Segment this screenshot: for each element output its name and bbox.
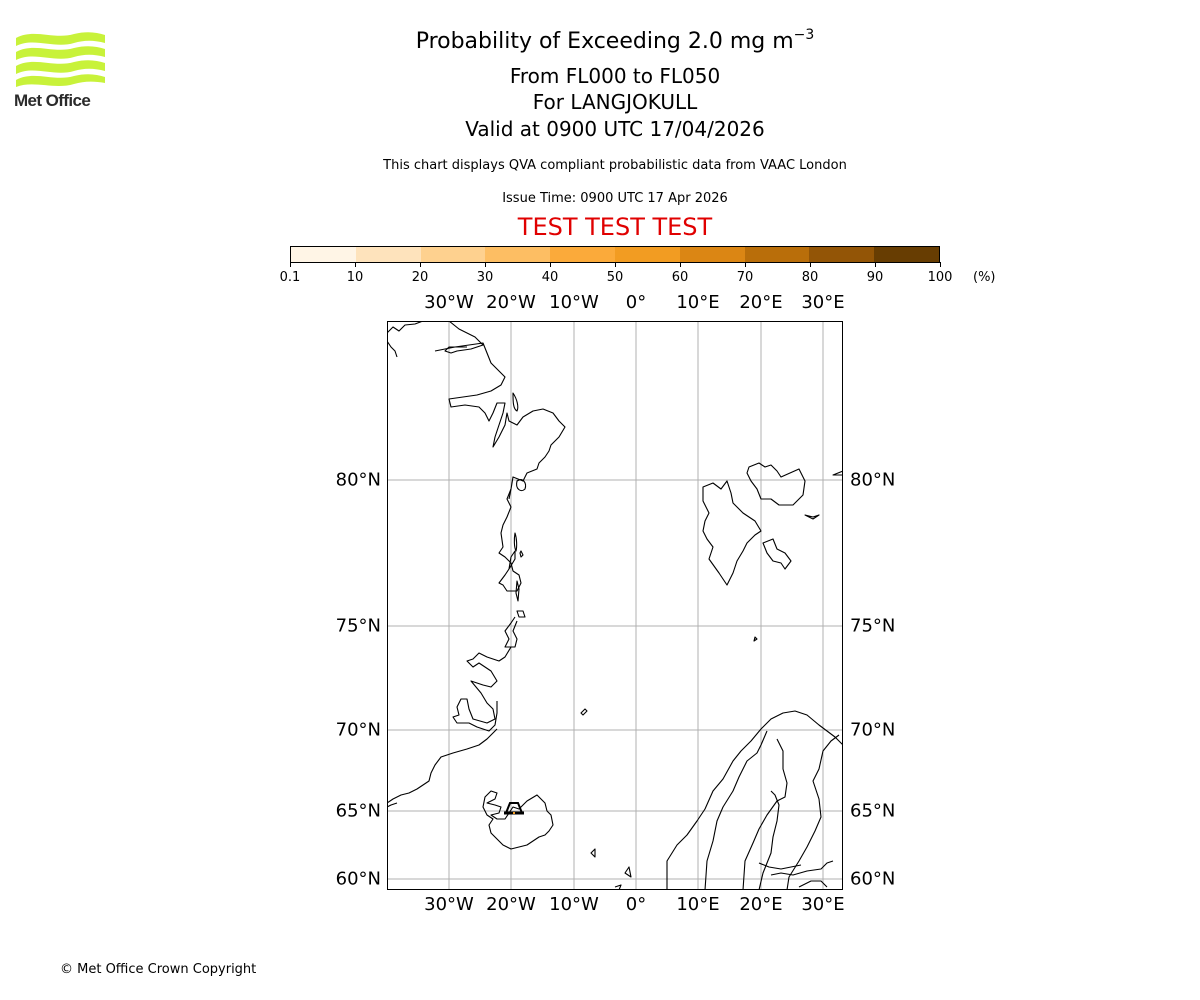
latitude-label: 70°N	[850, 719, 896, 741]
longitude-label: 20°E	[739, 292, 783, 313]
colorbar-tick	[420, 262, 421, 267]
chart-title-text: Probability of Exceeding 2.0 mg m	[415, 29, 794, 54]
colorbar-unit: (%)	[973, 270, 996, 285]
latitude-label: 80°N	[335, 469, 381, 491]
latitude-label: 65°N	[335, 800, 381, 822]
latitude-label: 70°N	[335, 719, 381, 741]
colorbar-tick	[745, 262, 746, 267]
map-border	[387, 321, 843, 890]
colorbar-segment	[355, 247, 421, 262]
longitude-label: 10°W	[549, 894, 599, 915]
colorbar-segment	[614, 247, 680, 262]
longitude-label: 30°E	[801, 894, 845, 915]
coastlines	[386, 320, 844, 891]
colorbar-tick	[485, 262, 486, 267]
colorbar-segment	[485, 247, 551, 262]
latitude-label: 75°N	[850, 615, 896, 637]
flight-levels: From FL000 to FL050	[509, 64, 721, 88]
longitude-label: 20°W	[486, 894, 536, 915]
colorbar-tick	[615, 262, 616, 267]
chart-title: Probability of Exceeding 2.0 mg m−3	[0, 27, 1200, 54]
valid-time: Valid at 0900 UTC 17/04/2026	[465, 117, 765, 141]
colorbar-tick-label: 0.1	[279, 270, 301, 285]
test-banner: TEST TEST TEST	[517, 213, 713, 241]
logo-text: Met Office	[14, 91, 91, 110]
colorbar-tick	[550, 262, 551, 267]
chart-description: This chart displays QVA compliant probab…	[383, 158, 847, 173]
colorbar-tick-label: 60	[671, 270, 689, 285]
latitude-label: 80°N	[850, 469, 896, 491]
colorbar-segment	[744, 247, 810, 262]
colorbar-tick-label: 50	[606, 270, 624, 285]
colorbar-segment	[420, 247, 486, 262]
colorbar-tick-label: 40	[541, 270, 559, 285]
colorbar-segment	[550, 247, 615, 262]
colorbar-tick	[875, 262, 876, 267]
colorbar-ticks	[290, 262, 941, 268]
colorbar-tick-label: 10	[346, 270, 364, 285]
longitude-label: 20°E	[739, 894, 783, 915]
colorbar-tick-label: 90	[866, 270, 884, 285]
colorbar-segment	[679, 247, 745, 262]
longitude-label: 10°W	[549, 292, 599, 313]
latitude-label: 60°N	[335, 868, 381, 890]
met-office-logo: Met Office	[14, 30, 106, 112]
colorbar-tick-label: 100	[927, 270, 953, 285]
latitude-label: 65°N	[850, 800, 896, 822]
colorbar-tick-label: 20	[411, 270, 429, 285]
issue-time: Issue Time: 0900 UTC 17 Apr 2026	[502, 191, 728, 206]
longitude-label: 30°W	[424, 894, 474, 915]
longitude-label: 10°E	[676, 894, 720, 915]
colorbar-tick	[355, 262, 356, 267]
colorbar-tick-label: 80	[801, 270, 819, 285]
title-superscript: −3	[793, 27, 815, 43]
colorbar	[290, 246, 940, 263]
location-title: For LANGJOKULL	[532, 90, 698, 114]
latitude-label: 60°N	[850, 868, 896, 890]
colorbar-tick	[940, 262, 941, 267]
colorbar-segment	[809, 247, 875, 262]
longitude-label: 0°	[625, 292, 647, 313]
map-panel[interactable]	[386, 320, 844, 891]
colorbar-segment	[874, 247, 939, 262]
volcano-marker-icon	[504, 802, 524, 815]
colorbar-tick-label: 70	[736, 270, 754, 285]
longitude-label: 30°E	[801, 292, 845, 313]
gridlines	[387, 321, 843, 890]
longitude-label: 30°W	[424, 292, 474, 313]
colorbar-tick	[810, 262, 811, 267]
colorbar-tick	[290, 262, 291, 267]
longitude-label: 20°W	[486, 292, 536, 313]
longitude-label: 0°	[625, 894, 647, 915]
longitude-label: 10°E	[676, 292, 720, 313]
colorbar-tick-label: 30	[476, 270, 494, 285]
coastline-map	[386, 320, 844, 891]
colorbar-segment	[291, 247, 356, 262]
colorbar-tick	[680, 262, 681, 267]
met-office-waves-icon	[16, 32, 105, 87]
latitude-label: 75°N	[335, 615, 381, 637]
copyright-footer: © Met Office Crown Copyright	[60, 962, 257, 977]
